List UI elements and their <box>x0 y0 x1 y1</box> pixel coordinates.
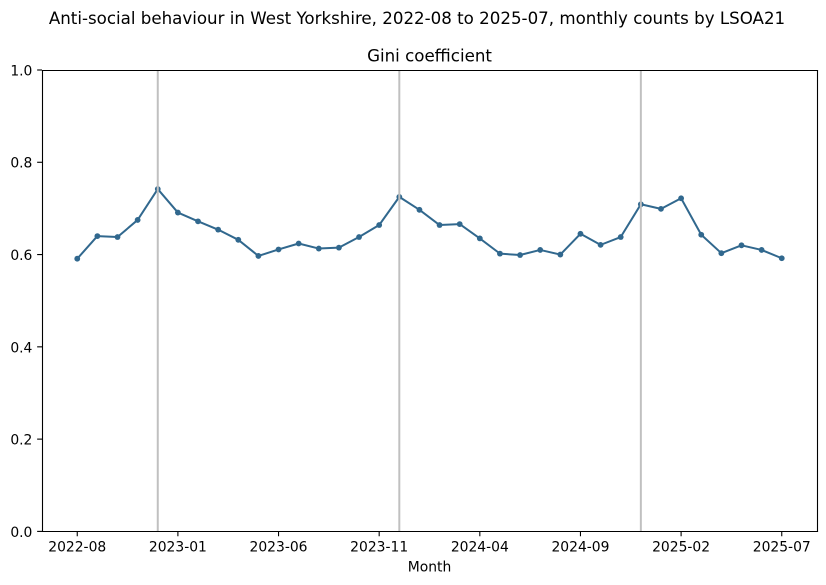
data-point-marker <box>134 217 141 223</box>
data-point-marker <box>778 255 785 262</box>
x-tick-label: 2023-01 <box>149 540 207 556</box>
data-point-marker <box>215 226 222 233</box>
data-point-marker <box>356 234 362 240</box>
data-point-marker <box>718 250 725 257</box>
data-point-marker <box>114 234 121 240</box>
y-tick-label: 0.2 <box>10 433 32 449</box>
data-point-marker <box>658 205 664 212</box>
data-point-marker <box>275 246 282 253</box>
data-point-marker <box>456 221 463 228</box>
y-tick-label: 0.8 <box>10 156 32 172</box>
data-point-marker <box>416 206 423 213</box>
x-tick-label: 2022-08 <box>48 540 106 556</box>
data-point-marker <box>537 247 544 253</box>
data-point-marker <box>336 244 342 251</box>
tick-label-layer: 2022-08 2023-01 2023-06 2023-11 2024-04 2024-… <box>10 63 810 555</box>
data-point-marker <box>195 218 201 225</box>
x-tick-label: 2023-11 <box>350 540 408 556</box>
data-point-marker <box>235 236 242 243</box>
data-point-marker <box>174 209 181 216</box>
grid-layer <box>156 70 642 532</box>
series-line <box>76 188 783 260</box>
x-tick-label: 2024-04 <box>451 540 509 556</box>
data-point-marker <box>295 240 302 247</box>
data-point-marker <box>315 245 322 252</box>
y-tick-label: 0.4 <box>10 340 32 356</box>
data-point-marker <box>497 250 503 257</box>
data-point-marker <box>597 241 604 248</box>
x-tick-label: 2024-09 <box>551 540 609 556</box>
axes-title: Gini coefficient <box>367 47 492 66</box>
data-point-marker <box>476 235 483 242</box>
data-point-marker <box>758 247 765 253</box>
figure-suptitle: Anti-social behaviour in West Yorkshire,… <box>49 9 785 28</box>
data-point-marker <box>617 234 624 240</box>
x-tick-label: 2025-07 <box>753 540 811 556</box>
y-tick-label: 0.0 <box>10 525 32 541</box>
data-point-marker <box>678 195 685 202</box>
data-point-marker <box>698 231 705 238</box>
data-point-marker <box>436 222 443 228</box>
data-point-marker <box>74 255 81 262</box>
y-tick-label: 0.6 <box>10 248 32 264</box>
data-point-marker <box>94 233 101 240</box>
data-point-marker <box>557 251 564 258</box>
data-point-marker <box>517 252 523 258</box>
x-axis-label: Month <box>408 559 452 575</box>
data-point-marker <box>577 230 584 237</box>
data-point-marker <box>255 253 262 259</box>
x-tick-label: 2025-02 <box>652 540 710 556</box>
y-tick-label: 1.0 <box>10 63 32 79</box>
series-layer <box>74 186 785 262</box>
x-tick-label: 2023-06 <box>250 540 308 556</box>
data-point-marker <box>738 242 745 249</box>
axes-layer <box>37 69 819 537</box>
data-point-marker <box>376 222 383 228</box>
